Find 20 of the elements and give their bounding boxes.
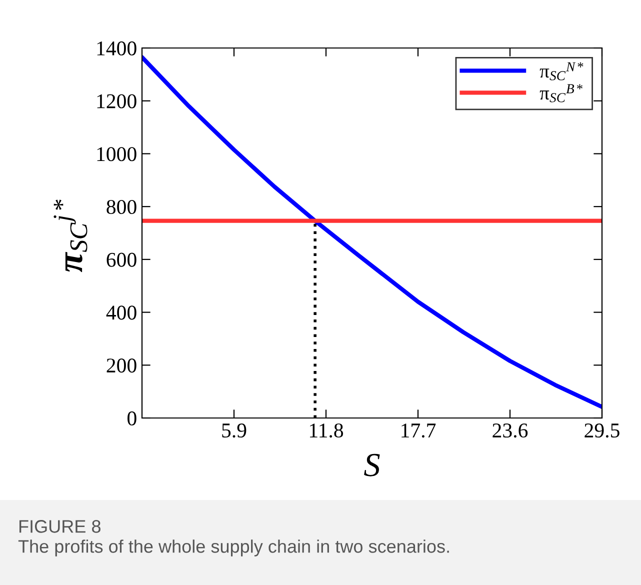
y-tick-label: 1000 [97,147,136,162]
line-series [142,55,602,409]
x-tick-label: 5.9 [222,424,246,438]
x-axis-title: S [364,454,380,476]
y-tick-label: 1400 [97,41,136,56]
caption: FIGURE 8 [19,520,100,533]
text: The profits of the whole supply chain in two scenarios. [18,540,449,556]
y-tick-label: 400 [106,306,136,320]
y-tick-label: 800 [106,200,136,214]
x-tick-label: 29.5 [584,424,620,438]
y-axis-title: π$_{SC}$$^{j*}$ [54,200,88,272]
x-tick-label: 23.6 [492,424,528,438]
y-tick-label: 200 [106,358,136,373]
x-tick-label: 11.8 [310,423,344,438]
y-tick-label: 0 [128,411,136,426]
y-tick-label: 600 [106,252,136,267]
y-tick-label: 1200 [97,94,136,108]
legend-label: π$_{SC}$$^{N*}$ [540,62,584,80]
x-tick-label: 17.7 [402,424,436,438]
legend-label: π$_{SC}$$^{B*}$ [540,84,582,102]
